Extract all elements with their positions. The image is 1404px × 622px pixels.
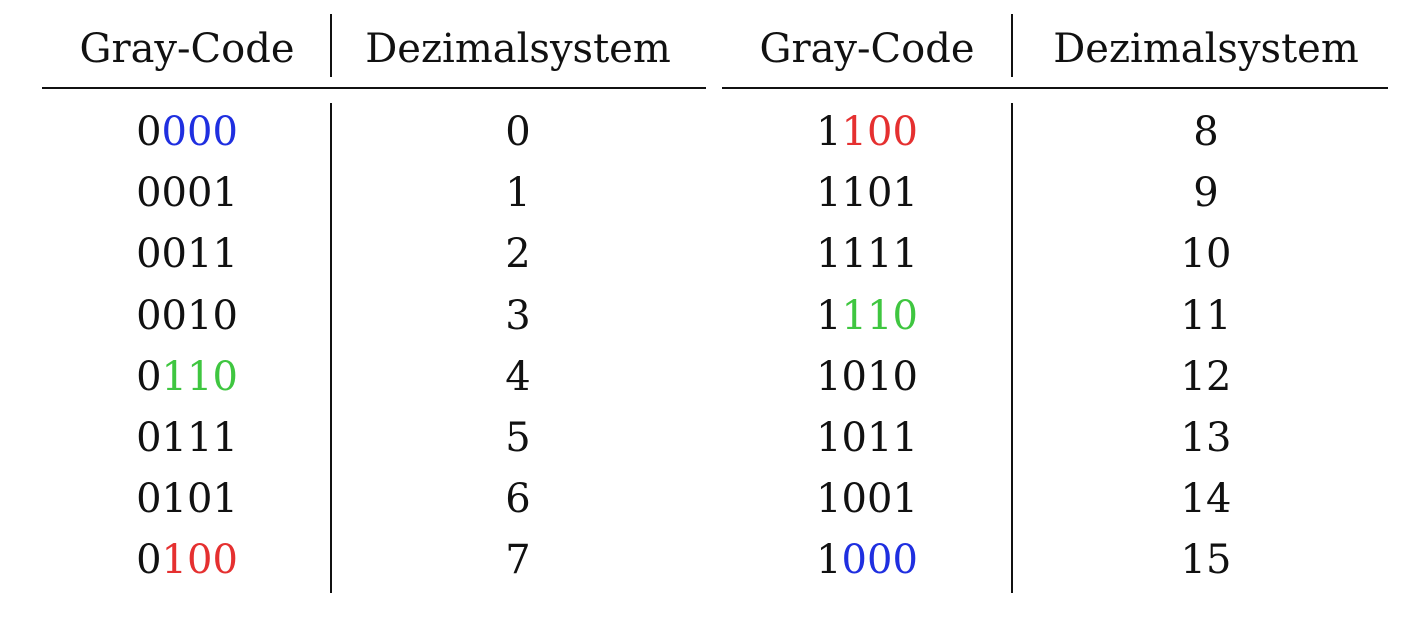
decimal-cell: 0 bbox=[505, 109, 531, 155]
gray-code-cell: 1111 bbox=[722, 224, 1012, 285]
decimal-cell: 14 bbox=[1180, 476, 1232, 523]
decimal-cell: 13 bbox=[1180, 414, 1232, 461]
gray-code-cell: 0000 bbox=[42, 102, 332, 163]
gray-code-cell: 1100 bbox=[722, 102, 1012, 163]
table-row: 1011 13 bbox=[722, 408, 1388, 469]
gray-code-bits: 1101 bbox=[816, 170, 918, 217]
gray-code-bits: 100 bbox=[841, 109, 918, 155]
decimal-cell: 1 bbox=[505, 170, 531, 217]
header-gray-code-right: Gray-Code bbox=[759, 26, 975, 72]
table-row: 0111 5 bbox=[42, 408, 706, 469]
header-rule-right bbox=[722, 87, 1388, 89]
header-rule-left bbox=[42, 87, 706, 89]
gray-code-cell: 0011 bbox=[42, 224, 332, 285]
table-row: 0101 6 bbox=[42, 469, 706, 530]
table-row: 0110 4 bbox=[42, 347, 706, 408]
header-dezimalsystem-left: Dezimalsystem bbox=[365, 26, 671, 72]
decimal-cell: 12 bbox=[1180, 353, 1232, 400]
header-gray-code-left: Gray-Code bbox=[79, 26, 295, 72]
header-divider-left bbox=[330, 14, 332, 77]
decimal-cell: 5 bbox=[505, 414, 531, 461]
gray-code-bits: 0010 bbox=[136, 292, 238, 339]
decimal-cell: 4 bbox=[505, 353, 531, 400]
gray-code-bits: 0111 bbox=[136, 414, 238, 461]
table-row: 0000 0 bbox=[42, 102, 706, 163]
table-row: 1000 15 bbox=[722, 530, 1388, 591]
gray-code-bits: 000 bbox=[161, 109, 238, 155]
gray-code-cell: 0010 bbox=[42, 286, 332, 347]
gray-code-cell: 1010 bbox=[722, 347, 1012, 408]
gray-code-prefix: 0 bbox=[136, 109, 162, 155]
table-row: 1001 14 bbox=[722, 469, 1388, 530]
decimal-cell: 7 bbox=[505, 537, 531, 584]
decimal-cell: 6 bbox=[505, 476, 531, 523]
rows-right: 1100 8 1101 9 1111 10 1110 11 1010 12 1011 13 1001 14… bbox=[722, 102, 1388, 592]
gray-code-cell: 1110 bbox=[722, 286, 1012, 347]
table-row: 1101 9 bbox=[722, 163, 1388, 224]
gray-code-bits: 0011 bbox=[136, 231, 238, 278]
gray-code-cell: 0101 bbox=[42, 469, 332, 530]
gray-code-cell: 0100 bbox=[42, 530, 332, 591]
gray-code-cell: 1101 bbox=[722, 163, 1012, 224]
gray-code-cell: 0111 bbox=[42, 408, 332, 469]
gray-code-cell: 1000 bbox=[722, 530, 1012, 591]
rows-left: 0000 0 0001 1 0011 2 0010 3 0110 4 0111 5 0101 6 0100 7 bbox=[42, 102, 706, 592]
gray-code-bits: 110 bbox=[841, 292, 918, 339]
table-row: 1100 8 bbox=[722, 102, 1388, 163]
gray-code-bits: 0001 bbox=[136, 170, 238, 217]
decimal-cell: 3 bbox=[505, 292, 531, 339]
table-row: 0010 3 bbox=[42, 286, 706, 347]
gray-code-bits: 0101 bbox=[136, 476, 238, 523]
header-divider-right bbox=[1011, 14, 1013, 77]
gray-code-prefix: 0 bbox=[136, 353, 162, 400]
gray-code-cell: 0110 bbox=[42, 347, 332, 408]
table-row: 0001 1 bbox=[42, 163, 706, 224]
column-divider-left bbox=[330, 103, 332, 593]
gray-code-bits: 110 bbox=[161, 353, 238, 400]
gray-code-bits: 100 bbox=[161, 537, 238, 584]
decimal-cell: 9 bbox=[1193, 170, 1219, 217]
gray-code-bits: 1001 bbox=[816, 476, 918, 523]
gray-code-cell: 1011 bbox=[722, 408, 1012, 469]
gray-code-prefix: 1 bbox=[816, 292, 842, 339]
table-row: 1111 10 bbox=[722, 224, 1388, 285]
header-dezimalsystem-right: Dezimalsystem bbox=[1053, 26, 1359, 72]
decimal-cell: 15 bbox=[1180, 537, 1232, 584]
decimal-cell: 2 bbox=[505, 231, 531, 278]
gray-code-prefix: 0 bbox=[136, 537, 162, 584]
decimal-cell: 8 bbox=[1193, 109, 1219, 155]
decimal-cell: 10 bbox=[1180, 231, 1232, 278]
table-row: 1110 11 bbox=[722, 286, 1388, 347]
gray-code-cell: 1001 bbox=[722, 469, 1012, 530]
table-row: 0100 7 bbox=[42, 530, 706, 591]
table-row: 1010 12 bbox=[722, 347, 1388, 408]
column-divider-right bbox=[1011, 103, 1013, 593]
decimal-cell: 11 bbox=[1180, 292, 1232, 339]
gray-code-cell: 0001 bbox=[42, 163, 332, 224]
gray-code-bits: 000 bbox=[841, 537, 918, 584]
gray-code-bits: 1111 bbox=[816, 231, 918, 278]
gray-code-bits: 1010 bbox=[816, 353, 918, 400]
table-row: 0011 2 bbox=[42, 224, 706, 285]
gray-code-prefix: 1 bbox=[816, 537, 842, 584]
gray-code-bits: 1011 bbox=[816, 414, 918, 461]
gray-code-prefix: 1 bbox=[816, 109, 842, 155]
